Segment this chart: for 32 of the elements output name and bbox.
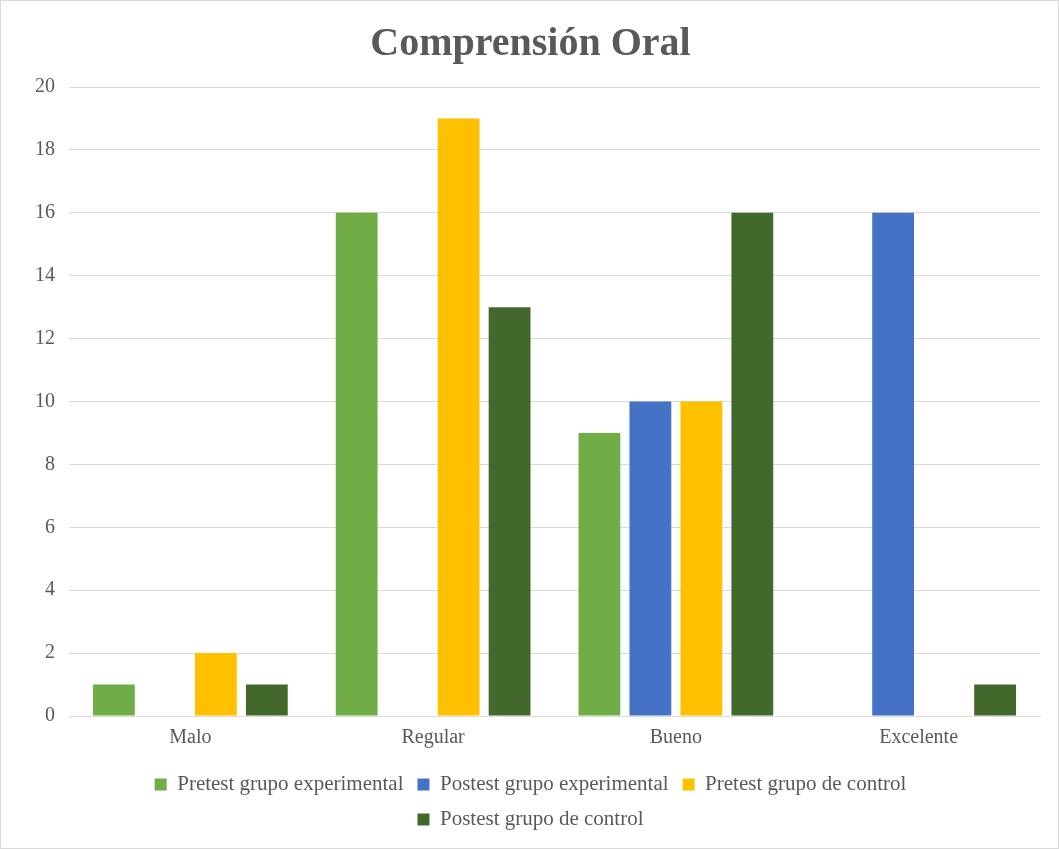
y-tick-label: 6 bbox=[45, 514, 55, 537]
bar bbox=[93, 684, 135, 716]
bar bbox=[872, 212, 915, 716]
y-tick-label: 4 bbox=[45, 577, 55, 600]
legend-label: Postest grupo experimental bbox=[439, 771, 669, 796]
bar bbox=[437, 118, 480, 716]
bar bbox=[680, 401, 723, 716]
y-tick-label: 10 bbox=[35, 388, 55, 411]
chart-title: Comprensión Oral bbox=[370, 19, 691, 65]
x-tick-label: Excelente bbox=[879, 725, 959, 748]
y-tick-label: 0 bbox=[45, 703, 55, 726]
bar bbox=[731, 212, 774, 716]
bar bbox=[578, 432, 621, 716]
bar bbox=[629, 401, 672, 716]
y-tick-label: 14 bbox=[35, 262, 55, 285]
legend-label: Postest grupo de control bbox=[439, 806, 644, 831]
y-tick-label: 8 bbox=[45, 451, 55, 474]
y-tick-label: 18 bbox=[35, 137, 55, 160]
y-tick-label: 20 bbox=[35, 74, 55, 97]
x-tick-label: Malo bbox=[169, 725, 212, 748]
y-tick-label: 12 bbox=[35, 325, 55, 348]
bar bbox=[974, 684, 1016, 716]
y-tick-label: 16 bbox=[35, 200, 55, 223]
bar bbox=[245, 684, 288, 716]
y-tick-label: 2 bbox=[45, 640, 55, 663]
bar bbox=[488, 307, 531, 716]
x-tick-label: Bueno bbox=[649, 725, 702, 748]
legend-label: Pretest grupo experimental bbox=[177, 771, 404, 796]
bar bbox=[335, 212, 378, 716]
bar bbox=[194, 653, 237, 716]
x-tick-label: Regular bbox=[401, 725, 466, 749]
legend-label: Pretest grupo de control bbox=[705, 771, 907, 796]
